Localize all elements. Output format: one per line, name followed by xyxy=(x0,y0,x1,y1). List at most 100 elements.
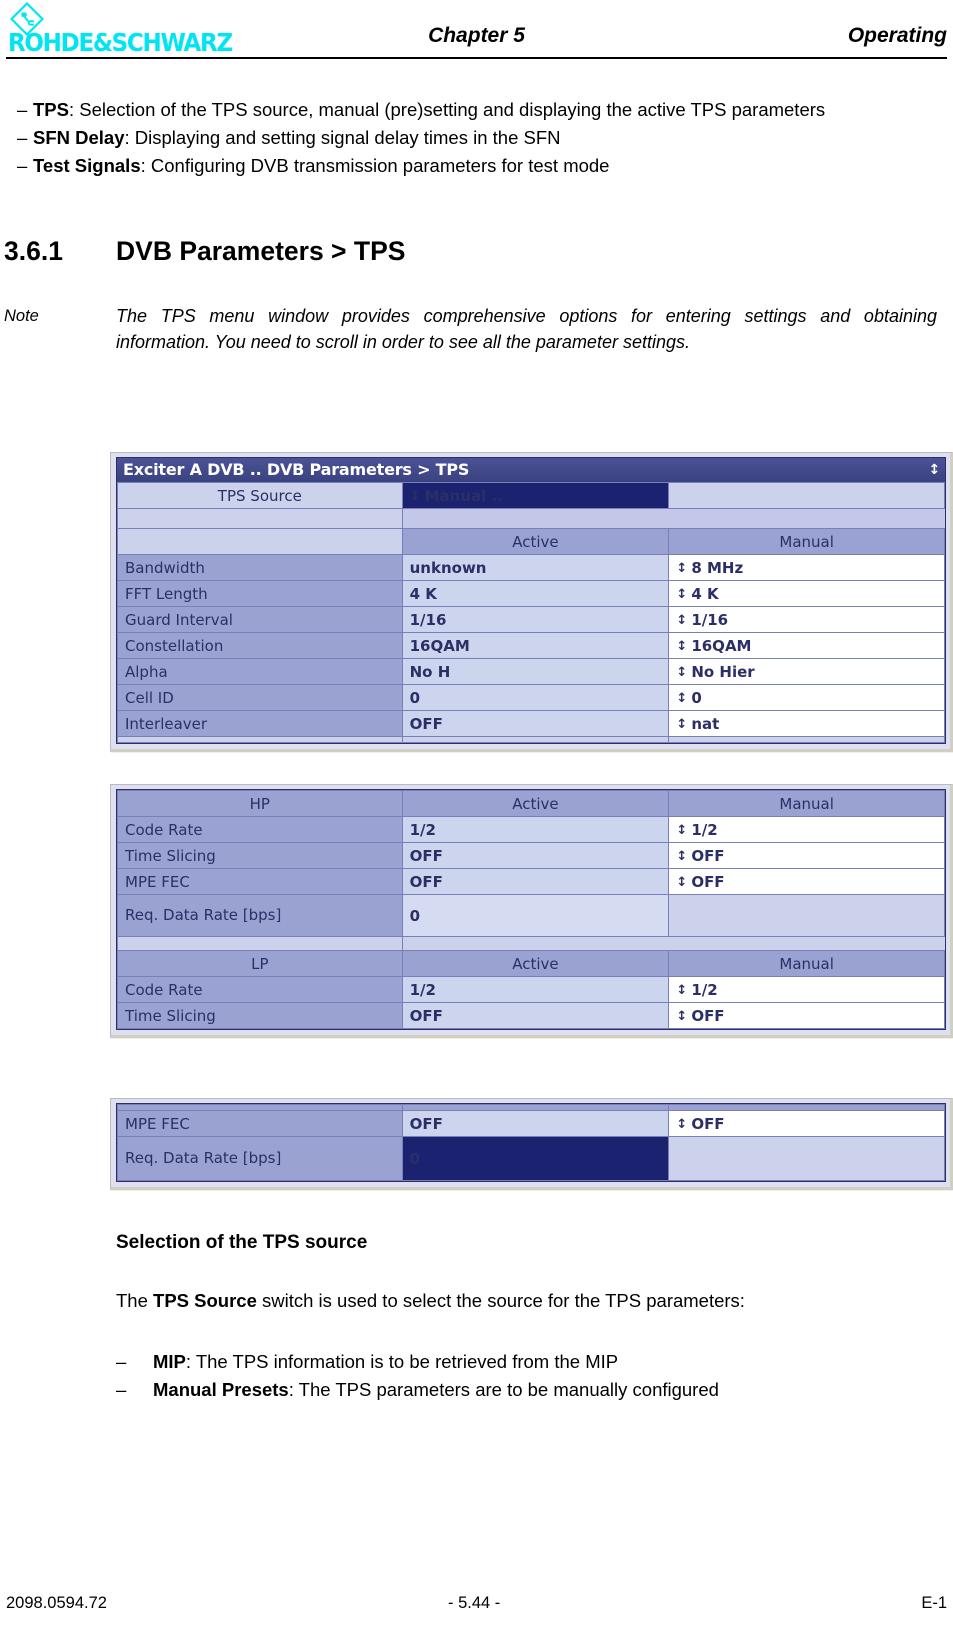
list-item-desc: : The TPS information is to be retrieved… xyxy=(185,1351,619,1372)
list-item-term: Test Signals xyxy=(33,155,141,176)
rs-diamond-icon xyxy=(10,2,44,36)
row-label: Cell ID xyxy=(117,684,403,711)
note-text: The TPS menu window provides comprehensi… xyxy=(116,306,937,352)
row-label: Constellation xyxy=(117,632,403,659)
chevron-updown-icon[interactable]: ↕ xyxy=(928,461,940,478)
row-label: Alpha xyxy=(117,658,403,685)
chevron-updown-icon[interactable]: ↕ xyxy=(676,638,688,654)
row-manual-select[interactable]: ↕ OFF xyxy=(668,1002,945,1029)
chevron-updown-icon[interactable]: ↕ xyxy=(676,848,688,864)
empty-cell xyxy=(402,936,669,951)
empty-cell xyxy=(117,936,403,951)
lower-text-block: Selection of the TPS source The TPS Sour… xyxy=(0,1232,953,1404)
row-manual-value: 8 MHz xyxy=(691,558,744,577)
table-header-row: Active Manual xyxy=(117,528,945,555)
row-label: Code Rate xyxy=(117,816,403,843)
chevron-updown-icon[interactable]: ↕ xyxy=(676,612,688,628)
device-screenshot-tps-parameters: Exciter A DVB .. DVB Parameters > TPS ↕ … xyxy=(110,452,953,752)
row-manual-select[interactable]: ↕ 1/16 xyxy=(668,606,945,633)
bullet-dash: – xyxy=(116,1351,127,1372)
chevron-updown-icon[interactable]: ↕ xyxy=(676,690,688,706)
list-item-term: MIP xyxy=(153,1351,186,1372)
tps-source-select[interactable]: ↕ Manual .. xyxy=(401,482,670,509)
brand-wordmark: ROHDE&SCHWARZ xyxy=(8,28,233,57)
table-row: Time Slicing OFF ↕ OFF xyxy=(117,1002,945,1029)
chevron-updown-icon[interactable]: ↕ xyxy=(676,982,688,998)
empty-cell xyxy=(668,936,945,951)
row-manual-select[interactable]: ↕ 16QAM xyxy=(668,632,945,659)
list-item-text: Test Signals: Configuring DVB transmissi… xyxy=(33,152,953,179)
table-row: Req. Data Rate [bps] 0 xyxy=(117,894,945,937)
table-row-bottom-spacer xyxy=(117,736,945,743)
row-manual-value: 4 K xyxy=(691,584,719,603)
row-manual-select[interactable]: ↕ 1/2 xyxy=(668,816,945,843)
row-active-value: 16QAM xyxy=(401,632,670,659)
chevron-updown-icon[interactable]: ↕ xyxy=(676,716,688,732)
row-label: Req. Data Rate [bps] xyxy=(117,1136,403,1181)
chevron-updown-icon[interactable]: ↕ xyxy=(676,822,688,838)
row-manual-select[interactable]: ↕ OFF xyxy=(668,842,945,869)
tps-source-bullet-list: – MIP: The TPS information is to be retr… xyxy=(0,1348,953,1403)
table-row: Interleaver OFF ↕ nat xyxy=(117,710,945,737)
row-active-value: 1/2 xyxy=(401,816,670,843)
list-item-text: SFN Delay: Displaying and setting signal… xyxy=(33,124,953,151)
row-active-value: OFF xyxy=(401,868,670,895)
list-item-desc: : Selection of the TPS source, manual (p… xyxy=(68,99,826,120)
row-active-value: 0 xyxy=(401,894,670,937)
row-manual-select[interactable]: ↕ OFF xyxy=(668,868,945,895)
row-manual-value: 0 xyxy=(691,688,702,707)
row-manual-select[interactable]: ↕ 1/2 xyxy=(668,976,945,1003)
table-row: MPE FEC OFF ↕ OFF xyxy=(117,868,945,895)
table-row: Cell ID 0 ↕ 0 xyxy=(117,684,945,711)
row-label: MPE FEC xyxy=(117,1110,403,1137)
row-label: Code Rate xyxy=(117,976,403,1003)
table-row: Req. Data Rate [bps] 0 xyxy=(117,1136,945,1181)
page-title: 3.6.1 DVB Parameters > TPS xyxy=(0,236,953,267)
header-section: Operating xyxy=(847,24,947,47)
chevron-updown-icon[interactable]: ↕ xyxy=(409,488,421,504)
row-manual-select[interactable]: ↕ 0 xyxy=(668,684,945,711)
footer-edition: E-1 xyxy=(921,1594,947,1612)
chevron-updown-icon[interactable]: ↕ xyxy=(676,586,688,602)
table-row: Alpha No H ↕ No Hier xyxy=(117,658,945,685)
row-manual-select[interactable]: ↕ nat xyxy=(668,710,945,737)
bullet-dash: – xyxy=(17,127,28,148)
list-item-term: Manual Presets xyxy=(153,1379,289,1400)
column-header-manual: Manual xyxy=(668,790,945,817)
list-item-desc: : Configuring DVB transmission parameter… xyxy=(140,155,610,176)
list-item: – MIP: The TPS information is to be retr… xyxy=(116,1348,953,1375)
row-active-value: unknown xyxy=(401,554,670,581)
row-active-value-selected[interactable]: 0 xyxy=(401,1136,670,1181)
chevron-updown-icon[interactable]: ↕ xyxy=(676,664,688,680)
row-manual-select[interactable]: ↕ 8 MHz xyxy=(668,554,945,581)
row-manual-select[interactable]: ↕ 4 K xyxy=(668,580,945,607)
para-post: switch is used to select the source for … xyxy=(256,1290,745,1311)
section-number: 3.6.1 xyxy=(4,236,63,266)
list-item-term: SFN Delay xyxy=(33,127,125,148)
row-manual-select[interactable]: ↕ No Hier xyxy=(668,658,945,685)
panel-frame: MPE FEC OFF ↕ OFF Req. Data Rate [bps] 0 xyxy=(116,1103,946,1182)
mpe-fec-table: MPE FEC OFF ↕ OFF Req. Data Rate [bps] 0 xyxy=(117,1104,945,1181)
panel-titlebar[interactable]: Exciter A DVB .. DVB Parameters > TPS ↕ xyxy=(117,458,945,482)
table-row: Time Slicing OFF ↕ OFF xyxy=(117,842,945,869)
row-label: Bandwidth xyxy=(117,554,403,581)
chevron-updown-icon[interactable]: ↕ xyxy=(676,560,688,576)
list-item-text: Manual Presets: The TPS parameters are t… xyxy=(153,1376,953,1403)
list-item-text: MIP: The TPS information is to be retrie… xyxy=(153,1348,953,1375)
header-chapter: Chapter 5 xyxy=(428,24,525,47)
chevron-updown-icon[interactable]: ↕ xyxy=(676,874,688,890)
table-row: Bandwidth unknown ↕ 8 MHz xyxy=(117,554,945,581)
row-manual-value: OFF xyxy=(691,1114,725,1133)
empty-cell xyxy=(668,482,945,509)
panel-frame: HP Active Manual Code Rate 1/2 ↕ 1/2 Time… xyxy=(116,789,946,1030)
row-label: Time Slicing xyxy=(117,842,403,869)
chevron-updown-icon[interactable]: ↕ xyxy=(676,1008,688,1024)
device-screenshot-hp-lp: HP Active Manual Code Rate 1/2 ↕ 1/2 Time… xyxy=(110,784,953,1038)
table-row: Code Rate 1/2 ↕ 1/2 xyxy=(117,976,945,1003)
chevron-updown-icon[interactable]: ↕ xyxy=(676,1116,688,1132)
column-header-blank xyxy=(117,528,403,555)
list-item: – SFN Delay: Displaying and setting sign… xyxy=(0,124,953,151)
page-header: ROHDE&SCHWARZ Chapter 5 Operating xyxy=(0,0,953,60)
row-manual-value: 1/16 xyxy=(691,610,729,629)
row-manual-select[interactable]: ↕ OFF xyxy=(668,1110,945,1137)
